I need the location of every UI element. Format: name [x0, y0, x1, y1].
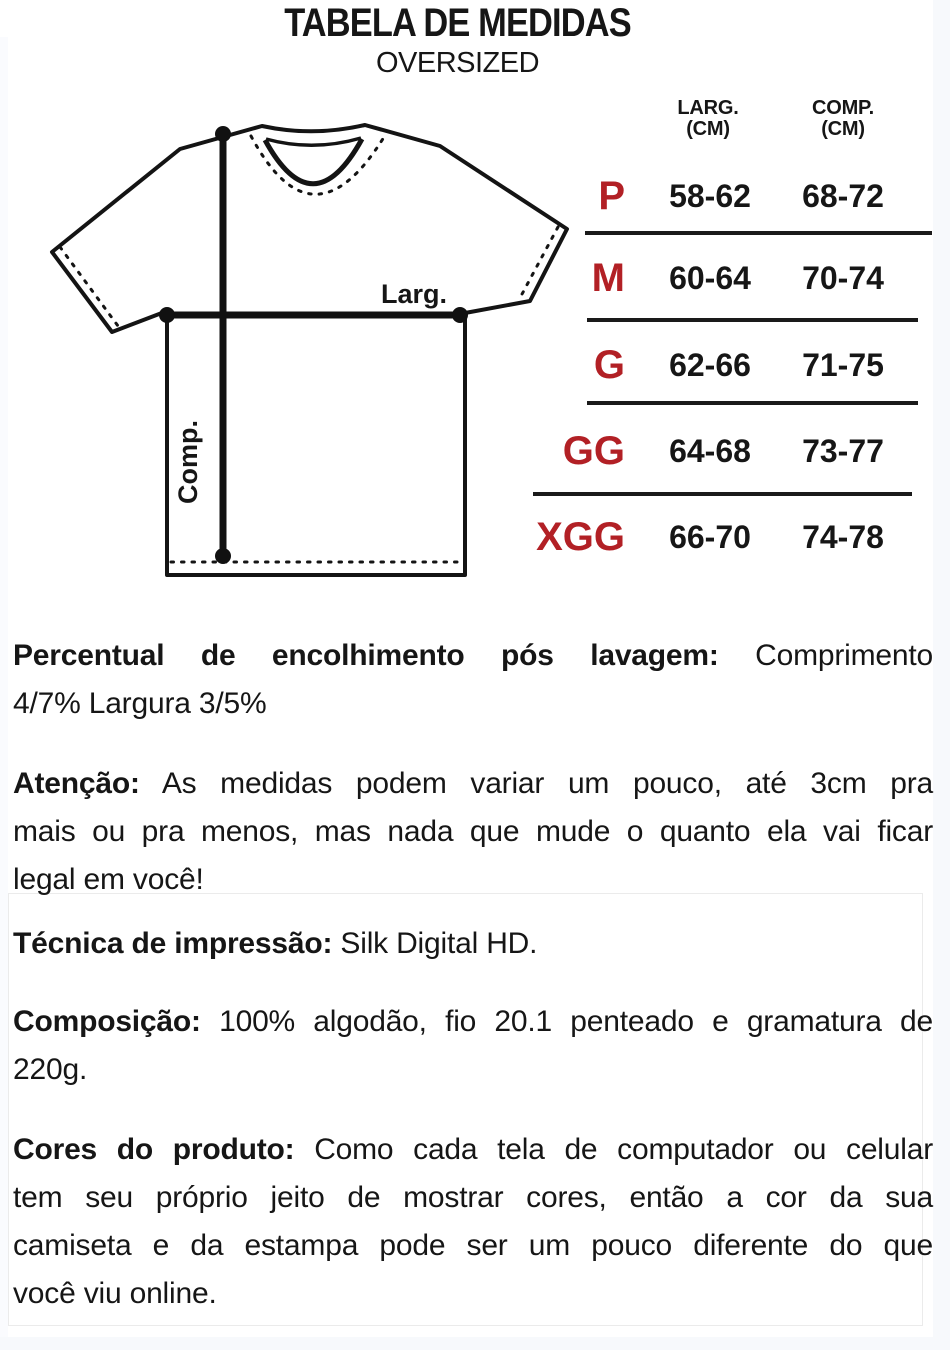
- comp-value: 73-77: [802, 433, 884, 469]
- larg-value: 58-62: [669, 178, 751, 214]
- note-line: Cores do produto: Como cada tela de comp…: [13, 1133, 933, 1166]
- info-box: [8, 893, 923, 1326]
- table-divider: [533, 492, 912, 496]
- larg-value: 64-68: [669, 433, 751, 469]
- width-measure-dot-left: [159, 307, 175, 323]
- note-lead: Percentual de encolhimento pós lavagem:: [13, 639, 719, 672]
- right-sleeve-stitch: [519, 225, 560, 298]
- width-label: Larg.: [381, 279, 447, 309]
- column-header-comp-label: COMP.: [812, 97, 874, 119]
- note-line: Técnica de impressão: Silk Digital HD.: [13, 927, 538, 960]
- note-line: tem seu próprio jeito de mostrar cores, …: [13, 1181, 933, 1214]
- size-label: M: [591, 256, 625, 300]
- table-divider: [587, 401, 918, 405]
- larg-value: 62-66: [669, 347, 751, 383]
- comp-value: 71-75: [802, 347, 884, 383]
- note-line: Composição: 100% algodão, fio 20.1 pente…: [13, 1005, 933, 1038]
- page-title: TABELA DE MEDIDAS: [284, 1, 631, 45]
- collar-band-line: [265, 136, 362, 147]
- column-header-larg-label: LARG.: [677, 97, 739, 119]
- larg-value: 66-70: [669, 519, 751, 555]
- note-technique: Técnica de impressão: Silk Digital HD.: [13, 920, 933, 968]
- note-line: legal em você!: [13, 863, 204, 896]
- header: TABELA DE MEDIDAS OVERSIZED: [0, 0, 915, 80]
- note-lead: Cores do produto:: [13, 1133, 295, 1166]
- note-line: Percentual de encolhimento pós lavagem: …: [13, 639, 933, 672]
- collar-neckline: [262, 137, 365, 187]
- note-shrinkage: Percentual de encolhimento pós lavagem: …: [13, 632, 933, 728]
- note-line: Atenção: As medidas podem variar um pouc…: [13, 767, 933, 800]
- note-line: mais ou pra menos, mas nada que mude o q…: [13, 815, 933, 848]
- column-header-comp-unit: (CM): [821, 118, 865, 140]
- note-line: você viu online.: [13, 1277, 217, 1310]
- page-margin-bottom: [0, 1337, 950, 1350]
- note-colors: Cores do produto: Como cada tela de comp…: [13, 1126, 933, 1318]
- column-header-larg: LARG. (CM): [638, 98, 778, 140]
- page-subtitle: OVERSIZED: [375, 47, 540, 79]
- note-attention: Atenção: As medidas podem variar um pouc…: [13, 760, 933, 904]
- note-composition: Composição: 100% algodão, fio 20.1 pente…: [13, 998, 933, 1094]
- note-lead: Técnica de impressão:: [13, 927, 333, 960]
- width-measure-dot-right: [452, 307, 468, 323]
- size-label: XGG: [536, 515, 625, 559]
- column-header-larg-unit: (CM): [686, 118, 730, 140]
- page-margin-right: [933, 0, 950, 1350]
- note-lead: Atenção:: [13, 767, 140, 800]
- tshirt-diagram: Larg. Comp.: [50, 123, 569, 577]
- note-line: 4/7% Largura 3/5%: [13, 687, 267, 720]
- size-label: P: [598, 174, 625, 218]
- note-lead: Composição:: [13, 1005, 201, 1038]
- table-divider: [585, 231, 932, 235]
- note-line: camiseta e da estampa pode ser um pouco …: [13, 1229, 933, 1262]
- length-measure-dot-top: [215, 126, 231, 142]
- size-label: G: [593, 343, 625, 387]
- table-divider: [587, 318, 918, 322]
- comp-value: 68-72: [802, 178, 884, 214]
- length-label: Comp.: [173, 420, 203, 504]
- larg-value: 60-64: [669, 260, 751, 296]
- comp-value: 74-78: [802, 519, 884, 555]
- page-margin-left: [0, 37, 8, 1337]
- comp-value: 70-74: [802, 260, 884, 296]
- note-line: 220g.: [13, 1053, 88, 1086]
- column-header-comp: COMP. (CM): [773, 98, 913, 140]
- size-label: GG: [562, 429, 625, 473]
- length-measure-dot-bottom: [215, 548, 231, 564]
